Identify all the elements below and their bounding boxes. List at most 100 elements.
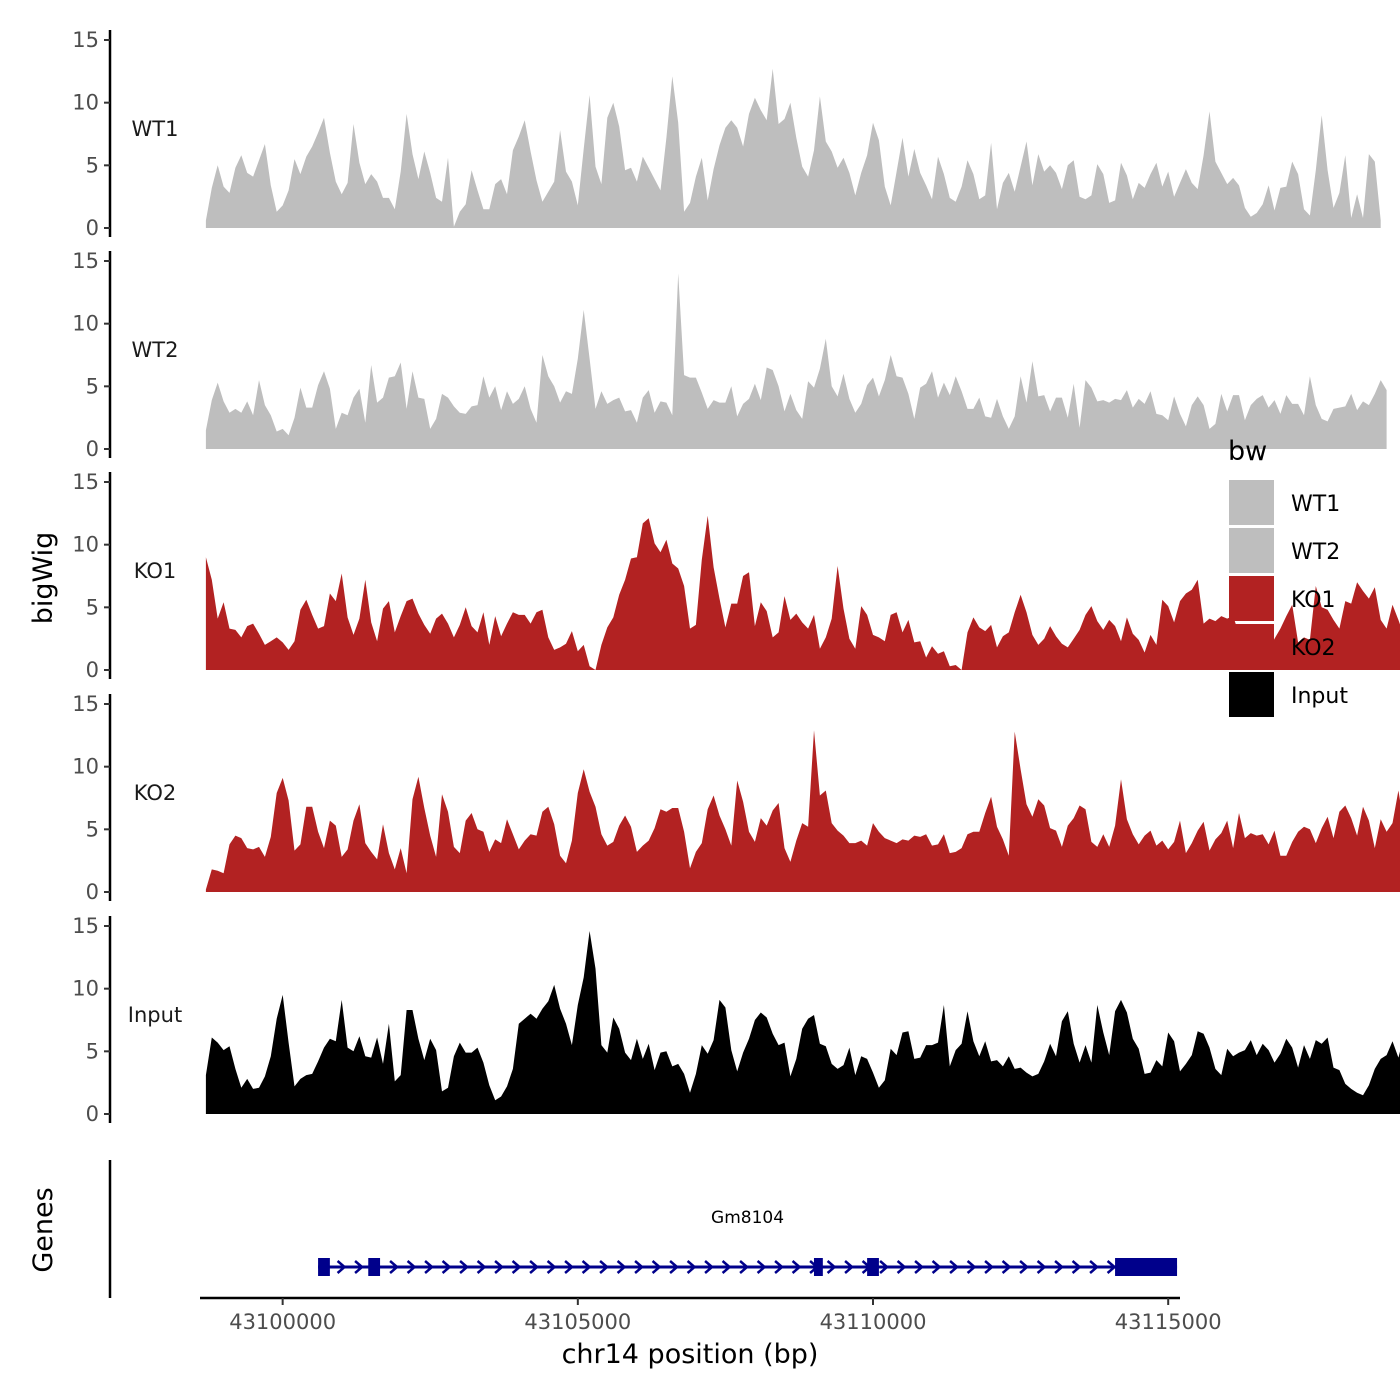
legend-entry-input: Input <box>1229 672 1348 717</box>
strand-arrow <box>1089 1260 1099 1274</box>
strand-arrow <box>494 1260 504 1274</box>
strand-arrow <box>984 1260 994 1274</box>
area-input <box>205 931 1400 1114</box>
gene-panel: Gm8104 <box>108 1160 1178 1298</box>
strand-arrow <box>704 1260 714 1274</box>
strand-arrow <box>914 1260 924 1274</box>
strand-arrow <box>896 1260 907 1274</box>
legend-entry-wt1: WT1 <box>1229 480 1340 525</box>
legend-swatch <box>1229 672 1274 717</box>
track-input: 0 5 10 15 Input <box>72 914 1400 1126</box>
strand-arrow <box>634 1260 644 1274</box>
x-axis: 43100000 43105000 43110000 43115000 <box>200 1296 1222 1334</box>
track-ko1: 0 5 10 15 KO1 <box>72 470 1400 682</box>
legend-swatch <box>1229 528 1274 573</box>
x-tick-label: 43115000 <box>1115 1310 1222 1334</box>
track-wt1: 0 5 10 15 WT1 <box>72 28 1381 240</box>
signal-tracks: 0 5 10 15 WT1 0 5 10 15 WT2 0 5 10 15 KO1 0 5 10 15 KO2 0 5 10… <box>72 28 1400 1126</box>
y-tick-label: 10 <box>72 533 99 557</box>
track-label: WT1 <box>132 117 179 141</box>
strand-arrow <box>879 1260 889 1274</box>
y-tick-label: 5 <box>86 595 99 619</box>
strand-arrow <box>949 1260 959 1274</box>
y-tick-label: 0 <box>86 658 99 682</box>
y-tick-label: 0 <box>86 1102 99 1126</box>
strand-arrow <box>844 1260 854 1274</box>
strand-arrow <box>1071 1260 1082 1274</box>
legend-label: KO1 <box>1291 588 1336 613</box>
y-tick-label: 5 <box>86 153 99 177</box>
strand-arrow <box>739 1260 749 1274</box>
gene-label: Gm8104 <box>711 1208 784 1228</box>
x-tick-label: 43100000 <box>229 1310 336 1334</box>
y-tick-label: 15 <box>72 692 99 716</box>
strand-arrow <box>931 1260 942 1274</box>
y-axis-title: bigWig <box>28 532 59 625</box>
track-label: Input <box>128 1003 182 1027</box>
strand-arrow <box>774 1260 784 1274</box>
legend-entry-ko2: KO2 <box>1229 624 1336 669</box>
gene-exon <box>1115 1258 1178 1276</box>
y-tick-label: 15 <box>72 470 99 494</box>
strand-arrow <box>424 1260 434 1274</box>
track-ko2: 0 5 10 15 KO2 <box>72 692 1400 904</box>
strand-arrow <box>354 1260 364 1274</box>
legend: bw WT1 WT2 KO1 KO2 Input <box>1228 436 1348 717</box>
strand-arrow <box>1019 1260 1029 1274</box>
strand-arrow <box>389 1260 399 1274</box>
strand-arrow <box>1106 1260 1117 1274</box>
y-tick-label: 0 <box>86 437 99 461</box>
strand-arrow <box>616 1260 627 1274</box>
gene-exon <box>867 1258 879 1276</box>
strand-arrow <box>686 1260 697 1274</box>
y-tick-label: 10 <box>72 977 99 1001</box>
y-tick-label: 5 <box>86 1039 99 1063</box>
y-tick-label: 10 <box>72 91 99 115</box>
legend-label: WT2 <box>1291 540 1340 565</box>
x-tick-label: 43105000 <box>524 1310 631 1334</box>
strand-arrow <box>599 1260 609 1274</box>
strand-arrow <box>721 1260 732 1274</box>
strand-arrow <box>476 1260 487 1274</box>
y-tick-label: 10 <box>72 312 99 336</box>
area-wt1 <box>205 68 1381 228</box>
area-wt2 <box>205 273 1387 449</box>
gene-gm8104: Gm8104 <box>318 1208 1178 1276</box>
y-tick-label: 0 <box>86 216 99 240</box>
gene-exon <box>813 1258 823 1276</box>
strand-arrow <box>529 1260 539 1274</box>
strand-arrow <box>966 1260 977 1274</box>
strand-arrow <box>511 1260 522 1274</box>
genes-axis-title: Genes <box>28 1187 59 1272</box>
strand-arrow <box>791 1260 802 1274</box>
x-axis-title: chr14 position (bp) <box>562 1339 819 1370</box>
y-tick-label: 10 <box>72 755 99 779</box>
gene-exon <box>318 1258 330 1276</box>
strand-arrow <box>564 1260 574 1274</box>
strand-arrow <box>336 1260 347 1274</box>
y-tick-label: 5 <box>86 817 99 841</box>
legend-label: KO2 <box>1291 636 1336 661</box>
legend-swatch <box>1229 576 1274 621</box>
strand-arrow <box>406 1260 417 1274</box>
strand-arrow <box>651 1260 662 1274</box>
legend-entry-ko1: KO1 <box>1229 576 1336 621</box>
legend-title: bw <box>1228 436 1267 467</box>
y-tick-label: 15 <box>72 28 99 52</box>
x-tick-label: 43110000 <box>820 1310 927 1334</box>
strand-arrow <box>441 1260 452 1274</box>
area-ko2 <box>205 730 1400 892</box>
y-tick-label: 15 <box>72 914 99 938</box>
y-tick-label: 5 <box>86 374 99 398</box>
legend-label: WT1 <box>1291 492 1340 517</box>
legend-swatch <box>1229 624 1274 669</box>
legend-label: Input <box>1291 684 1348 709</box>
legend-entry-wt2: WT2 <box>1229 528 1340 573</box>
area-ko1 <box>205 515 1400 670</box>
track-label: KO1 <box>134 559 177 583</box>
track-label: WT2 <box>132 338 179 362</box>
strand-arrow <box>1001 1260 1012 1274</box>
track-wt2: 0 5 10 15 WT2 <box>72 249 1387 461</box>
gene-exon <box>368 1258 381 1276</box>
